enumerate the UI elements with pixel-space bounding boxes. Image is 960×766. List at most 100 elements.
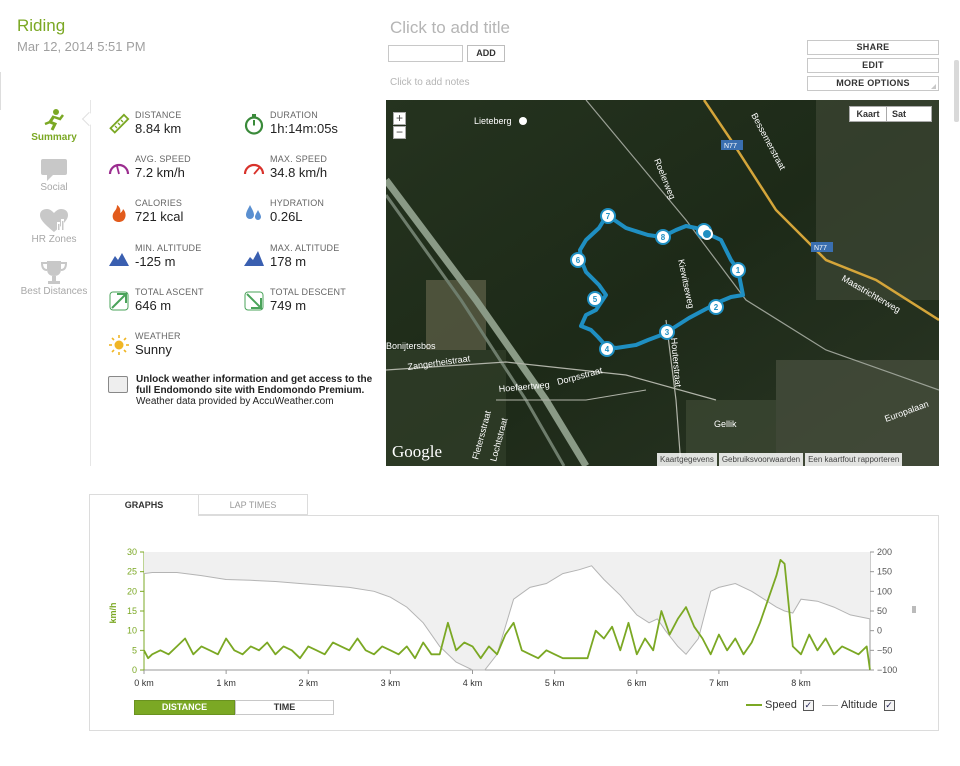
y2-tick-label: −100 bbox=[877, 665, 897, 675]
x-tick-label: 1 km bbox=[216, 678, 236, 688]
map-data-link[interactable]: Kaartgegevens bbox=[657, 453, 717, 466]
stat-label: MAX. SPEED bbox=[270, 154, 328, 164]
altitude-area bbox=[144, 552, 870, 670]
map-label: N77 bbox=[724, 143, 737, 150]
stat-total-descent: TOTAL DESCENT 749 m bbox=[243, 287, 373, 321]
stopwatch-icon bbox=[244, 114, 264, 135]
map-type-kaart[interactable]: Kaart bbox=[850, 107, 887, 121]
route-marker[interactable]: 2 bbox=[708, 299, 724, 315]
sun-icon bbox=[109, 335, 129, 355]
y2-tick-label: 200 bbox=[877, 547, 892, 557]
x-tick-label: 0 km bbox=[134, 678, 154, 688]
legend-altitude-label: Altitude bbox=[840, 699, 878, 711]
nav-item-summary[interactable]: Summary bbox=[19, 108, 89, 143]
legend-altitude-swatch bbox=[821, 704, 838, 706]
marker-label: 1 bbox=[736, 266, 741, 275]
route-marker[interactable]: 8 bbox=[655, 229, 671, 245]
add-title-button[interactable]: ADD bbox=[467, 45, 505, 62]
x-tick-label: 2 km bbox=[298, 678, 318, 688]
altitude-toggle-checkbox[interactable]: ✓ bbox=[883, 699, 895, 711]
google-logo[interactable]: Google bbox=[392, 442, 443, 461]
stat-value: 7.2 km/h bbox=[135, 165, 185, 180]
terms-link[interactable]: Gebruiksvoorwaarden bbox=[718, 453, 804, 466]
stat-max-speed: MAX. SPEED 34.8 km/h bbox=[243, 154, 373, 188]
stat-value: 1h:14m:05s bbox=[270, 121, 338, 136]
heart-chart-icon bbox=[40, 209, 68, 232]
nav-label-social: Social bbox=[40, 182, 68, 193]
nav-item-best-distances[interactable]: Best Distances bbox=[19, 260, 89, 297]
marker-label: 3 bbox=[665, 328, 670, 337]
resize-handle-icon[interactable] bbox=[912, 606, 916, 613]
map-type-switch[interactable]: Kaart Sat bbox=[849, 106, 932, 122]
stat-label: CALORIES bbox=[135, 198, 183, 208]
route-marker[interactable]: 3 bbox=[659, 324, 675, 340]
marker-label: 4 bbox=[605, 345, 610, 354]
stat-value: 721 kcal bbox=[135, 209, 184, 224]
y-tick-label: 5 bbox=[132, 645, 137, 655]
route-marker[interactable]: 7 bbox=[600, 208, 616, 224]
arrow-up-right-icon bbox=[109, 291, 129, 311]
route-marker[interactable]: 4 bbox=[599, 341, 615, 357]
zoom-in-button[interactable]: + bbox=[393, 112, 406, 125]
poi-icon bbox=[519, 117, 527, 125]
stat-duration: DURATION 1h:14m:05s bbox=[243, 110, 373, 144]
tab-graphs[interactable]: GRAPHS bbox=[89, 494, 199, 516]
highway bbox=[386, 194, 566, 466]
route-marker[interactable]: 1 bbox=[730, 262, 746, 278]
stat-label: TOTAL ASCENT bbox=[135, 287, 204, 297]
speed-series-line bbox=[143, 559, 871, 671]
route-map[interactable]: 1 2 3 4 5 6 7 8 Lieteberg N77 N77 Bessem… bbox=[386, 100, 939, 466]
weather-widget-icon bbox=[108, 376, 128, 393]
stat-weather: WEATHER Sunny bbox=[108, 331, 238, 365]
map-label: Gellik bbox=[714, 419, 737, 429]
road bbox=[496, 389, 647, 401]
legend-speed-label: Speed bbox=[765, 699, 797, 711]
report-error-link[interactable]: Een kaartfout rapporteren bbox=[805, 453, 903, 466]
workout-title-placeholder[interactable]: Click to add title bbox=[390, 18, 510, 37]
more-options-button[interactable]: MORE OPTIONS bbox=[807, 76, 939, 91]
stat-value: 646 m bbox=[135, 298, 172, 313]
notes-placeholder[interactable]: Click to add notes bbox=[390, 77, 470, 88]
route-marker[interactable]: 5 bbox=[587, 291, 603, 307]
nav-item-hr-zones[interactable]: HR Zones bbox=[19, 208, 89, 245]
stat-value: -125 m bbox=[135, 254, 176, 269]
y-tick-label: 15 bbox=[127, 606, 137, 616]
stat-hydration: HYDRATION 0.26L bbox=[243, 198, 373, 232]
y-tick-label: 20 bbox=[127, 586, 137, 596]
tick-labels: 0 km 1 km 2 km 3 km 4 km 5 km 6 km 7 km 8 km 0 5 10… bbox=[127, 547, 897, 688]
stat-label: AVG. SPEED bbox=[135, 154, 191, 164]
y-tick-label: 25 bbox=[127, 567, 137, 577]
x-tick-label: 5 km bbox=[545, 678, 565, 688]
chart-legend: Speed ✓ Altitude ✓ bbox=[746, 699, 903, 711]
field-area bbox=[386, 350, 506, 466]
edit-button[interactable]: EDIT bbox=[807, 58, 939, 73]
speed-toggle-checkbox[interactable]: ✓ bbox=[802, 699, 814, 711]
promo-unlock-text[interactable]: Unlock weather information and get acces… bbox=[136, 374, 373, 396]
flame-icon bbox=[112, 205, 126, 222]
nav-item-social[interactable]: Social bbox=[19, 158, 89, 193]
title-input[interactable] bbox=[388, 45, 463, 62]
x-axis-time-toggle[interactable]: TIME bbox=[235, 700, 334, 715]
scrollbar-thumb[interactable] bbox=[954, 60, 959, 122]
promo-provider-text: Weather data provided by AccuWeather.com bbox=[136, 396, 334, 407]
finish-marker[interactable] bbox=[701, 228, 713, 240]
road-shield bbox=[811, 242, 833, 252]
y2-tick-label: 50 bbox=[877, 606, 887, 616]
tab-lap-times[interactable]: LAP TIMES bbox=[199, 494, 308, 515]
road-n77 bbox=[702, 100, 939, 322]
map-type-satellite[interactable]: Sat bbox=[892, 109, 907, 119]
marker-label: 5 bbox=[593, 295, 598, 304]
share-button[interactable]: SHARE bbox=[807, 40, 939, 55]
route-marker[interactable]: 6 bbox=[570, 252, 586, 268]
stat-value: 749 m bbox=[270, 298, 307, 313]
y2-tick-label: 100 bbox=[877, 586, 892, 596]
mountain-low-icon bbox=[109, 253, 129, 266]
zoom-out-button[interactable]: − bbox=[393, 126, 406, 139]
x-axis-distance-toggle[interactable]: DISTANCE bbox=[134, 700, 235, 715]
stat-label: WEATHER bbox=[135, 331, 181, 341]
road bbox=[665, 319, 682, 466]
town-area bbox=[816, 100, 939, 300]
map-footer: Kaartgegevens Gebruiksvoorwaarden Een ka… bbox=[655, 453, 903, 466]
y-axis-label: km/h bbox=[108, 602, 118, 623]
road bbox=[386, 361, 717, 401]
